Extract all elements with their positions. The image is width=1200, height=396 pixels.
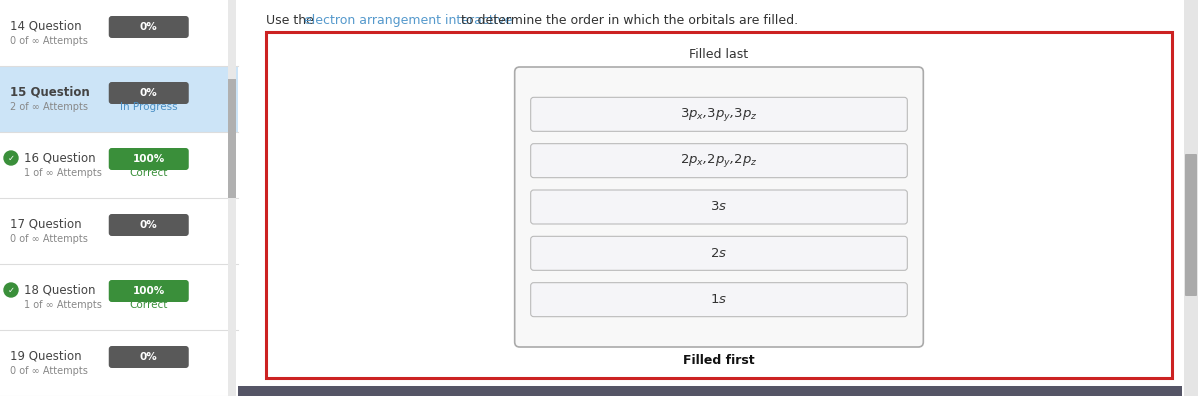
Text: Filled first: Filled first <box>683 354 755 367</box>
Text: Correct: Correct <box>130 168 168 178</box>
Text: 0%: 0% <box>140 88 157 98</box>
Circle shape <box>4 283 18 297</box>
Text: 0 of ∞ Attempts: 0 of ∞ Attempts <box>10 366 88 376</box>
Text: $3p_x\mathregular{, }3p_y\mathregular{, }3p_z$: $3p_x\mathregular{, }3p_y\mathregular{, … <box>680 106 758 123</box>
Text: 18 Question: 18 Question <box>24 284 96 297</box>
Text: In Progress: In Progress <box>120 102 178 112</box>
FancyBboxPatch shape <box>530 144 907 178</box>
FancyBboxPatch shape <box>0 0 238 396</box>
Text: 1 of ∞ Attempts: 1 of ∞ Attempts <box>24 300 102 310</box>
Text: $2p_x\mathregular{, }2p_y\mathregular{, }2p_z$: $2p_x\mathregular{, }2p_y\mathregular{, … <box>680 152 758 169</box>
FancyBboxPatch shape <box>238 386 1182 396</box>
Text: 0 of ∞ Attempts: 0 of ∞ Attempts <box>10 234 88 244</box>
Text: ✓: ✓ <box>7 154 14 162</box>
FancyBboxPatch shape <box>515 67 923 347</box>
Text: 2 of ∞ Attempts: 2 of ∞ Attempts <box>10 102 88 112</box>
FancyBboxPatch shape <box>109 346 188 368</box>
Text: 17 Question: 17 Question <box>10 217 82 230</box>
Text: 0%: 0% <box>140 22 157 32</box>
Text: $3s$: $3s$ <box>710 200 727 213</box>
FancyBboxPatch shape <box>109 82 188 104</box>
Text: 1 of ∞ Attempts: 1 of ∞ Attempts <box>24 168 102 178</box>
Circle shape <box>4 151 18 165</box>
Text: 0%: 0% <box>140 352 157 362</box>
FancyBboxPatch shape <box>228 0 236 396</box>
FancyBboxPatch shape <box>1184 0 1198 396</box>
FancyBboxPatch shape <box>530 283 907 317</box>
Text: $1s$: $1s$ <box>710 293 727 306</box>
FancyBboxPatch shape <box>1186 154 1198 296</box>
Text: 0%: 0% <box>140 220 157 230</box>
Text: $2s$: $2s$ <box>710 247 727 260</box>
FancyBboxPatch shape <box>109 280 188 302</box>
FancyBboxPatch shape <box>109 214 188 236</box>
Text: 16 Question: 16 Question <box>24 152 96 164</box>
Text: 0 of ∞ Attempts: 0 of ∞ Attempts <box>10 36 88 46</box>
FancyBboxPatch shape <box>530 97 907 131</box>
FancyBboxPatch shape <box>530 236 907 270</box>
FancyBboxPatch shape <box>109 148 188 170</box>
FancyBboxPatch shape <box>0 66 238 132</box>
Text: 19 Question: 19 Question <box>10 350 82 362</box>
FancyBboxPatch shape <box>228 79 236 198</box>
Text: Correct: Correct <box>130 300 168 310</box>
Text: 100%: 100% <box>133 286 164 296</box>
FancyBboxPatch shape <box>530 190 907 224</box>
FancyBboxPatch shape <box>266 32 1172 378</box>
Text: to determine the order in which the orbitals are filled.: to determine the order in which the orbi… <box>457 14 798 27</box>
Text: Filled last: Filled last <box>690 48 749 61</box>
Text: electron arrangement interactive: electron arrangement interactive <box>304 14 512 27</box>
Text: 100%: 100% <box>133 154 164 164</box>
Text: 15 Question: 15 Question <box>10 86 90 99</box>
FancyBboxPatch shape <box>238 0 1200 396</box>
FancyBboxPatch shape <box>109 16 188 38</box>
Text: 14 Question: 14 Question <box>10 19 82 32</box>
Text: ✓: ✓ <box>7 286 14 295</box>
Text: Use the: Use the <box>266 14 318 27</box>
